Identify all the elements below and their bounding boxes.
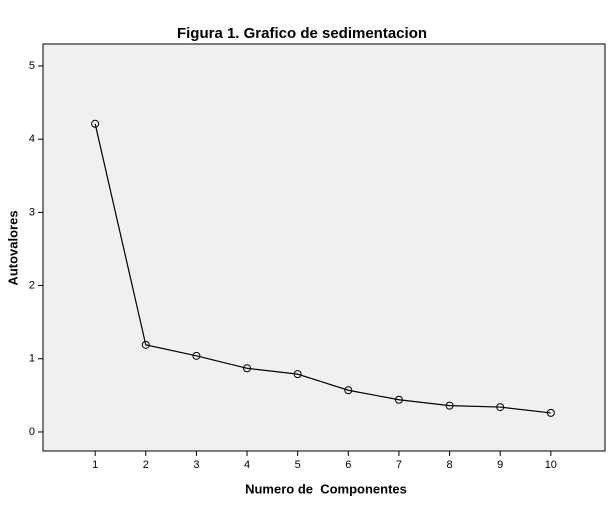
chart-title: Figura 1. Grafico de sedimentacion — [177, 25, 427, 42]
x-tick-label: 8 — [447, 459, 453, 471]
y-tick-label: 4 — [29, 133, 35, 145]
data-point — [344, 386, 353, 395]
data-point — [496, 403, 505, 412]
data-point — [394, 395, 403, 404]
y-axis-label: Autovalores — [5, 210, 20, 285]
x-tick-label: 2 — [143, 459, 149, 471]
x-tick-label: 10 — [545, 459, 557, 471]
y-tick-label: 1 — [29, 353, 35, 365]
y-tick-label: 0 — [29, 426, 35, 438]
x-tick-label: 7 — [396, 459, 402, 471]
data-point — [243, 364, 252, 373]
series-line — [94, 123, 551, 414]
y-tick-label: 2 — [29, 279, 35, 291]
plot-area — [42, 43, 606, 452]
x-tick-label: 3 — [193, 459, 199, 471]
data-point — [141, 340, 150, 349]
x-tick-label: 9 — [497, 459, 503, 471]
y-tick-label: 5 — [29, 60, 35, 72]
x-tick-label: 1 — [92, 459, 98, 471]
data-point — [192, 351, 201, 360]
x-tick-label: 6 — [345, 459, 351, 471]
x-tick-label: 4 — [244, 459, 250, 471]
data-point — [293, 370, 302, 379]
data-point — [91, 119, 100, 128]
x-tick-label: 5 — [295, 459, 301, 471]
data-point — [445, 401, 454, 410]
data-point — [546, 408, 555, 417]
y-tick-label: 3 — [29, 206, 35, 218]
x-axis-label: Numero de Componentes — [245, 481, 407, 496]
